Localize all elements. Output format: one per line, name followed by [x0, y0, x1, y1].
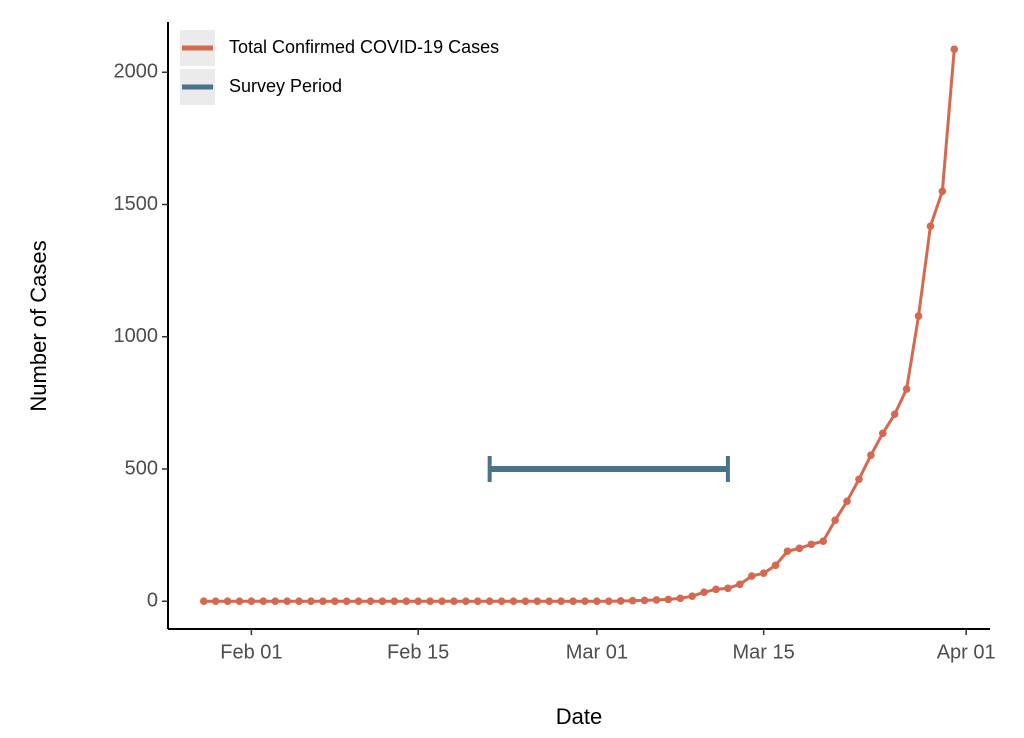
- data-point: [950, 45, 959, 54]
- data-point: [867, 451, 875, 460]
- data-point: [664, 595, 673, 604]
- x-tick-label: Feb 15: [387, 641, 449, 663]
- data-point: [616, 597, 625, 605]
- y-tick-label: 2000: [114, 61, 159, 83]
- data-point: [581, 597, 589, 606]
- data-point: [843, 497, 851, 506]
- legend-label: Total Confirmed COVID-19 Cases: [229, 37, 499, 57]
- data-point: [926, 222, 935, 230]
- data-point: [390, 597, 399, 606]
- data-line: [203, 49, 956, 603]
- data-point: [652, 596, 661, 604]
- data-point: [759, 569, 768, 577]
- data-point: [783, 547, 792, 556]
- data-point: [307, 597, 315, 606]
- data-point: [414, 597, 422, 606]
- data-point: [557, 597, 565, 606]
- data-point: [271, 597, 280, 606]
- y-axis-title: Number of Cases: [26, 240, 51, 411]
- data-point: [402, 597, 411, 606]
- data-point: [700, 588, 708, 597]
- data-point: [569, 597, 577, 606]
- x-tick-label: Feb 01: [220, 641, 282, 663]
- data-point: [462, 597, 470, 606]
- data-point: [771, 561, 780, 570]
- data-point: [807, 540, 816, 549]
- data-point: [354, 597, 363, 606]
- data-point: [450, 597, 458, 606]
- data-point: [438, 597, 446, 606]
- legend-label: Survey Period: [229, 76, 342, 96]
- data-point: [521, 597, 530, 606]
- data-point: [890, 410, 899, 419]
- data-point: [831, 516, 839, 525]
- data-point: [199, 597, 208, 606]
- data-point: [914, 312, 923, 320]
- data-point: [366, 597, 375, 606]
- data-point: [426, 597, 434, 606]
- data-point: [473, 597, 482, 606]
- data-point: [640, 596, 649, 605]
- x-tick-label: Mar 15: [733, 641, 795, 663]
- data-point: [747, 572, 756, 580]
- data-point: [342, 597, 351, 606]
- data-point: [247, 597, 256, 606]
- y-tick-label: 500: [125, 457, 158, 479]
- data-point: [878, 429, 887, 438]
- data-point: [855, 475, 863, 484]
- x-tick-label: Apr 01: [937, 641, 996, 663]
- x-tick-label: Mar 01: [566, 641, 628, 663]
- data-point: [724, 584, 732, 593]
- data-point: [330, 597, 339, 606]
- data-point: [211, 597, 220, 606]
- data-point: [319, 597, 327, 606]
- data-point: [223, 597, 232, 606]
- data-point: [676, 594, 685, 603]
- data-point: [938, 187, 947, 196]
- data-point: [545, 597, 554, 606]
- data-point: [259, 597, 268, 606]
- data-point: [295, 597, 303, 606]
- data-point: [533, 597, 542, 606]
- data-point: [902, 385, 911, 393]
- data-point: [593, 597, 601, 606]
- data-point: [688, 592, 696, 601]
- data-point: [497, 597, 506, 606]
- data-point: [485, 597, 494, 606]
- data-point: [604, 597, 613, 606]
- data-point: [712, 585, 720, 594]
- data-point: [628, 596, 637, 605]
- data-point: [509, 597, 518, 606]
- y-tick-label: 1000: [114, 325, 159, 347]
- y-tick-label: 1500: [114, 193, 159, 215]
- data-point: [378, 597, 387, 606]
- x-axis-title: Date: [556, 704, 602, 729]
- data-point: [283, 597, 291, 606]
- data-point: [795, 544, 804, 553]
- y-tick-label: 0: [147, 590, 158, 612]
- data-point: [736, 580, 744, 589]
- data-point: [235, 597, 244, 606]
- data-point: [819, 537, 828, 545]
